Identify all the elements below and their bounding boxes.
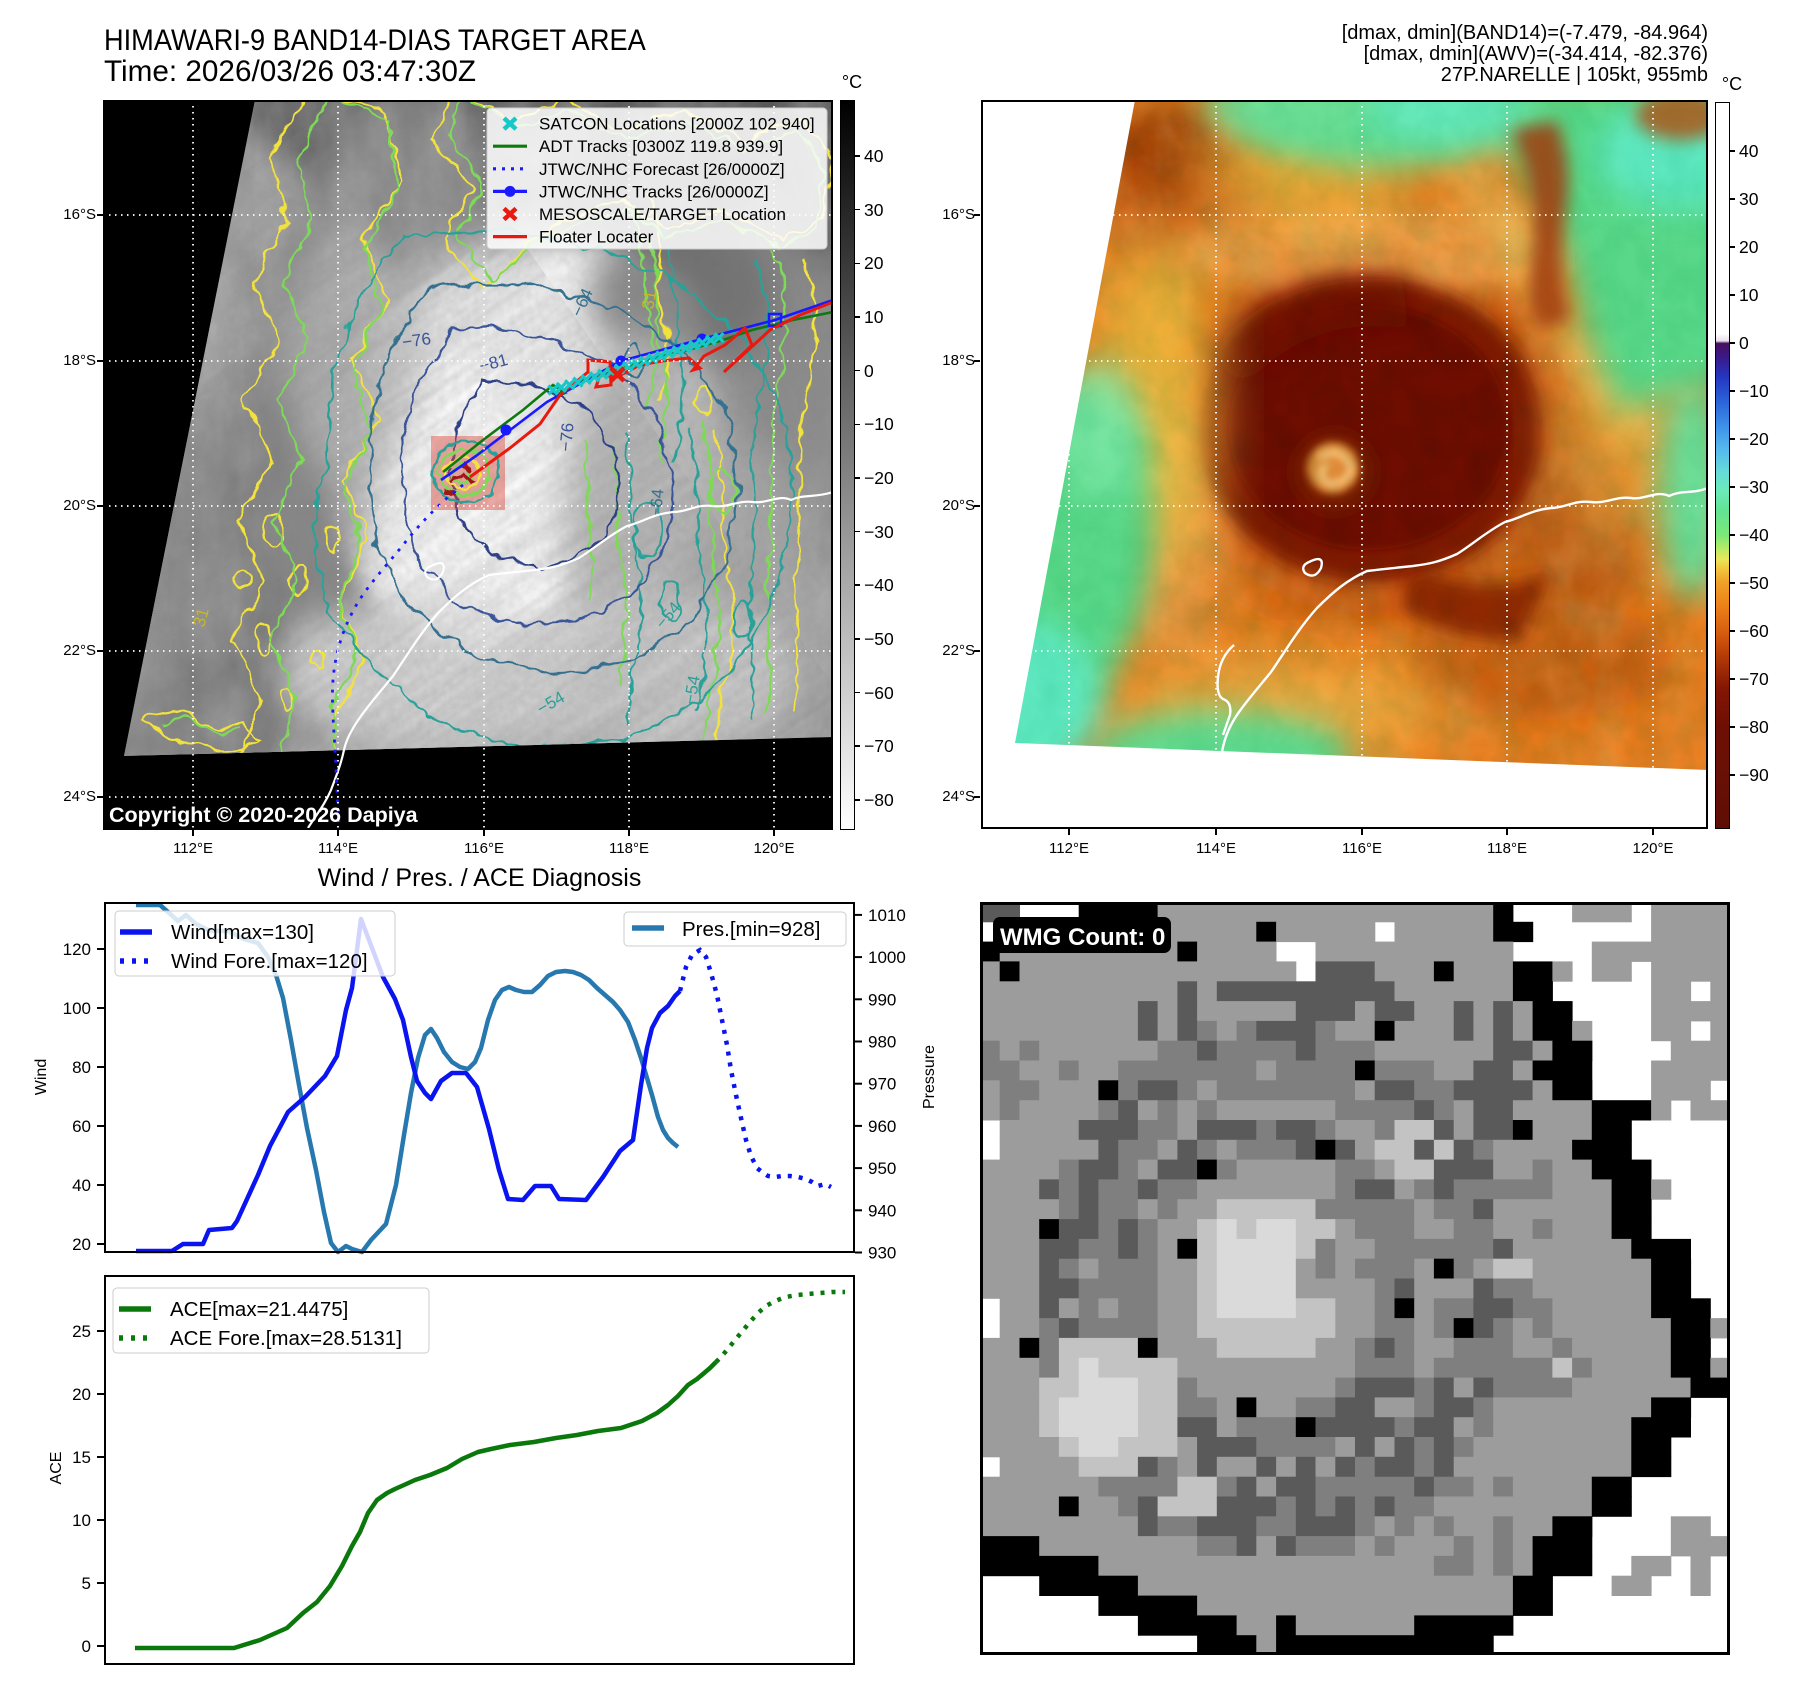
svg-text:−54: −54 <box>680 674 704 706</box>
svg-text:MESOSCALE/TARGET Location: MESOSCALE/TARGET Location <box>539 205 786 224</box>
svg-text:−76: −76 <box>556 422 577 452</box>
svg-text:950: 950 <box>868 1159 896 1178</box>
svg-text:120: 120 <box>63 940 91 959</box>
svg-text:ACE Fore.[max=28.5131]: ACE Fore.[max=28.5131] <box>170 1327 402 1350</box>
svg-text:SATCON Locations [2000Z 102 94: SATCON Locations [2000Z 102 940] <box>539 115 815 134</box>
svg-text:60: 60 <box>72 1117 91 1136</box>
svg-text:940: 940 <box>868 1201 896 1220</box>
svg-text:Pressure: Pressure <box>921 1045 938 1109</box>
svg-text:25: 25 <box>72 1322 91 1341</box>
svg-text:JTWC/NHC Tracks [26/0000Z]: JTWC/NHC Tracks [26/0000Z] <box>539 182 769 201</box>
svg-text:Copyright © 2020-2026 Dapiya: Copyright © 2020-2026 Dapiya <box>109 803 419 827</box>
svg-text:930: 930 <box>868 1244 896 1263</box>
svg-text:Wind Fore.[max=120]: Wind Fore.[max=120] <box>171 950 368 973</box>
svg-text:40: 40 <box>72 1176 91 1195</box>
svg-text:100: 100 <box>63 999 91 1018</box>
svg-text:980: 980 <box>868 1033 896 1052</box>
svg-text:20: 20 <box>72 1385 91 1404</box>
svg-text:5: 5 <box>82 1574 91 1593</box>
svg-text:990: 990 <box>868 990 896 1009</box>
svg-text:Wind: Wind <box>33 1059 50 1095</box>
svg-text:1010: 1010 <box>868 906 906 925</box>
svg-text:−76: −76 <box>401 329 432 352</box>
svg-text:31: 31 <box>190 606 213 629</box>
svg-text:ACE: ACE <box>48 1452 65 1485</box>
svg-text:15: 15 <box>72 1448 91 1467</box>
svg-text:−64: −64 <box>646 488 667 518</box>
svg-text:20: 20 <box>72 1235 91 1254</box>
svg-text:80: 80 <box>72 1058 91 1077</box>
svg-text:31: 31 <box>638 289 660 311</box>
svg-text:0: 0 <box>82 1637 91 1656</box>
svg-text:Floater Locater: Floater Locater <box>539 228 654 247</box>
svg-text:960: 960 <box>868 1117 896 1136</box>
svg-text:ACE[max=21.4475]: ACE[max=21.4475] <box>170 1298 348 1321</box>
svg-text:Pres.[min=928]: Pres.[min=928] <box>682 918 820 941</box>
svg-text:970: 970 <box>868 1075 896 1094</box>
svg-text:Wind[max=130]: Wind[max=130] <box>171 921 314 944</box>
svg-text:10: 10 <box>72 1511 91 1530</box>
svg-text:JTWC/NHC Forecast [26/0000Z]: JTWC/NHC Forecast [26/0000Z] <box>539 160 785 179</box>
svg-text:ADT Tracks [0300Z 119.8 939.9]: ADT Tracks [0300Z 119.8 939.9] <box>539 137 783 156</box>
svg-text:WMG Count: 0: WMG Count: 0 <box>1000 924 1165 951</box>
svg-text:1000: 1000 <box>868 948 906 967</box>
